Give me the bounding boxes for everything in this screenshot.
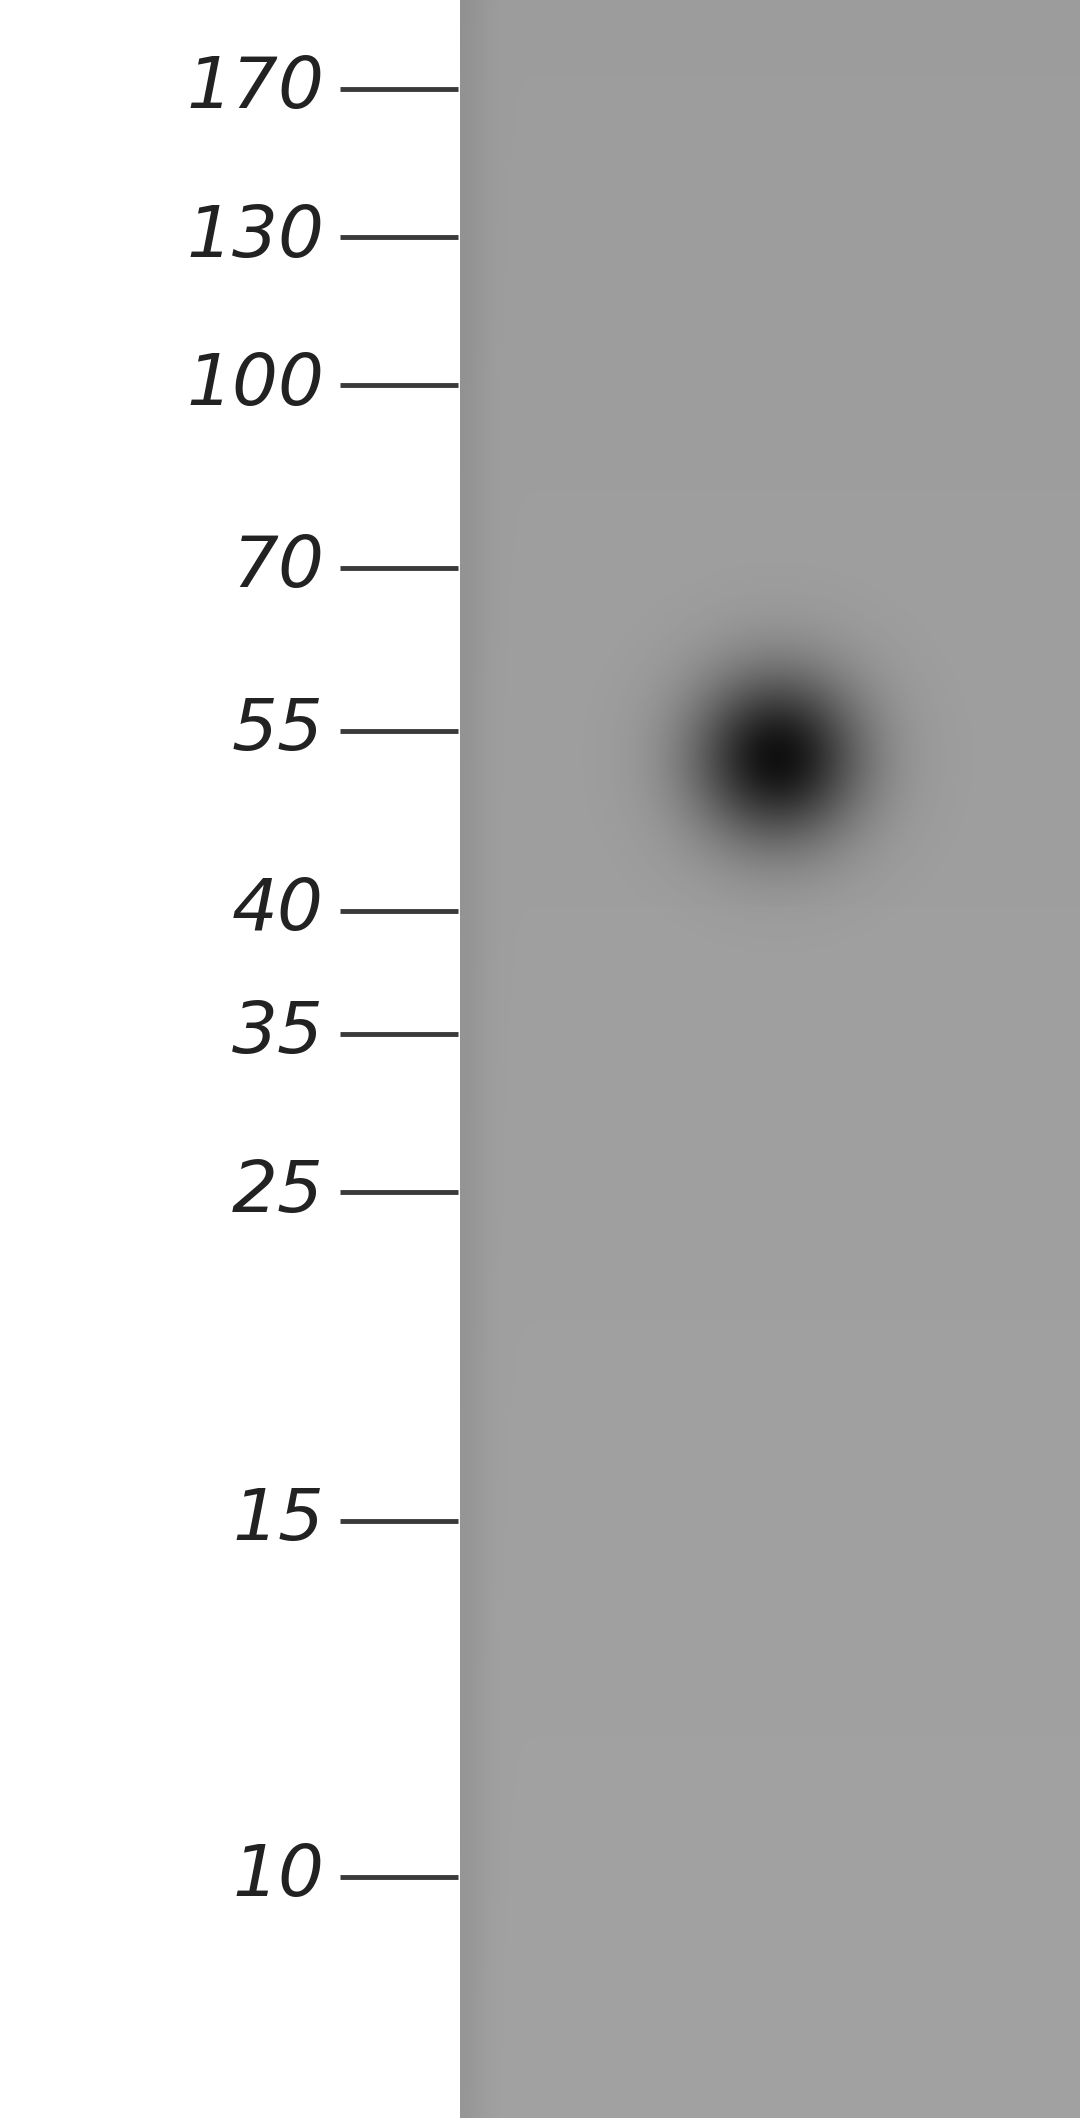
- Text: 15: 15: [232, 1487, 324, 1555]
- Text: 35: 35: [232, 1000, 324, 1067]
- Text: 25: 25: [232, 1159, 324, 1226]
- Text: 130: 130: [186, 203, 324, 271]
- Text: 70: 70: [232, 534, 324, 602]
- Text: 100: 100: [186, 352, 324, 419]
- Text: 40: 40: [232, 877, 324, 945]
- Text: 170: 170: [186, 55, 324, 123]
- Text: 10: 10: [232, 1843, 324, 1910]
- Text: 55: 55: [232, 697, 324, 765]
